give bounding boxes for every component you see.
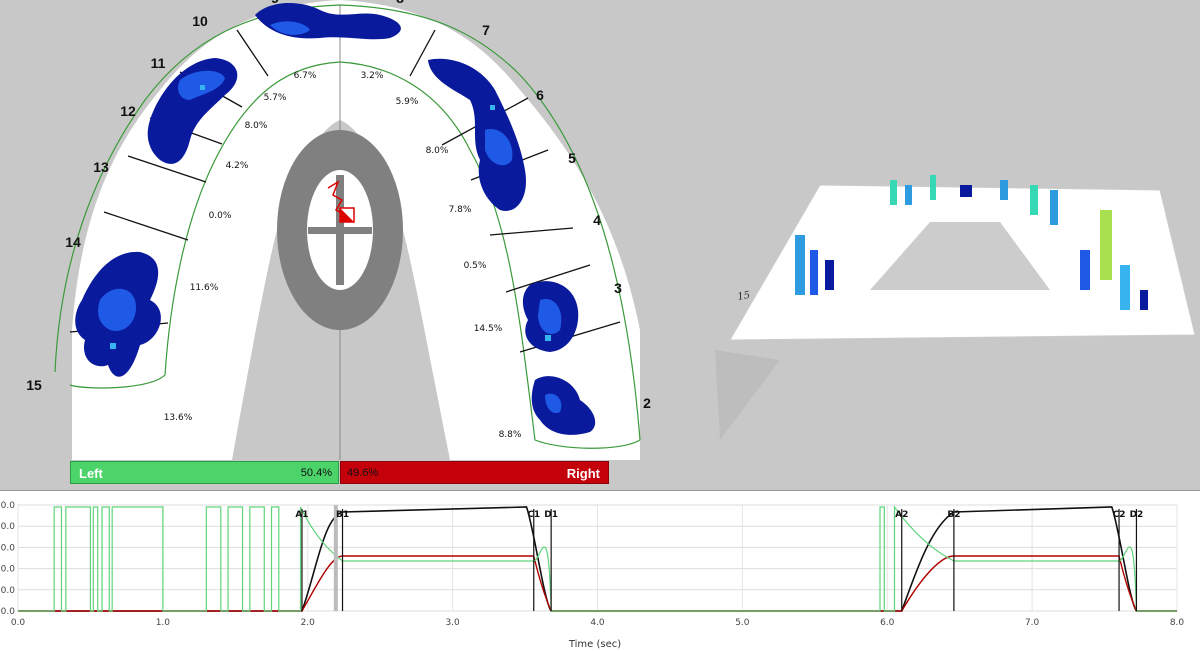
segment-percent-9: 6.7% (294, 71, 317, 81)
segment-percent-4: 0.5% (464, 261, 487, 271)
segment-percent-2: 8.8% (499, 430, 522, 440)
tooth-number-7[interactable]: 7 (482, 22, 490, 38)
event-label-d2: D2 (1130, 510, 1144, 520)
pressure-map (75, 3, 596, 435)
tooth-number-11[interactable]: 11 (151, 55, 166, 71)
tooth-number-4[interactable]: 4 (593, 212, 601, 228)
segment-percent-14: 11.6% (190, 283, 219, 293)
segment-percent-10: 5.7% (264, 93, 287, 103)
tooth-number-6[interactable]: 6 (536, 87, 544, 103)
force-trajectory (327, 180, 346, 216)
force-time-graph-panel[interactable]: 0.0 0.0 0.0 0.0 0.0 0.0 0.0 1.0 2.0 3.0 4.0 5.0 6.0… (0, 490, 1200, 652)
tooth-number-3[interactable]: 3 (614, 280, 622, 296)
tooth-number-8[interactable]: 8 (396, 0, 404, 6)
event-label-b2: B2 (947, 510, 960, 520)
left-percent: 50.4% (300, 467, 332, 479)
segment-percent-3: 14.5% (474, 324, 503, 334)
arch-inner-outline (69, 61, 641, 449)
right-percent: 49.6% (347, 467, 379, 479)
pressure-3d-view: 15 (715, 175, 1196, 440)
tooth-number-12[interactable]: 12 (120, 103, 136, 119)
dental-arch-diagram: 13.6% 11.6% 0.0% 4.2% 8.0% 5.7% 6.7% 3.2% 5.9% 8.… (26, 0, 651, 460)
event-label-c2: C2 (1113, 510, 1126, 520)
corner-label: 15 (737, 290, 751, 303)
event-label-a1: A1 (295, 510, 308, 520)
y-tick-label: 0.0 (1, 501, 16, 511)
segment-percent-5: 7.8% (449, 205, 472, 215)
segment-percent-12: 4.2% (226, 161, 249, 171)
tooth-number-13[interactable]: 13 (93, 159, 109, 175)
event-label-d1: D1 (544, 510, 558, 520)
x-tick-label: 8.0 (1170, 618, 1185, 628)
force-target (277, 130, 403, 330)
y-tick-label: 0.0 (1, 522, 16, 532)
x-tick-label: 4.0 (590, 618, 605, 628)
tooth-number-9[interactable]: 9 (271, 0, 279, 6)
y-tick-label: 0.0 (1, 565, 16, 575)
tooth-number-15[interactable]: 15 (26, 377, 42, 393)
segment-percent-15: 13.6% (164, 413, 193, 423)
left-label: Left (79, 466, 103, 481)
x-tick-label: 0.0 (11, 618, 26, 628)
pressure-columns (795, 175, 1148, 310)
x-tick-label: 2.0 (301, 618, 316, 628)
time-cursor[interactable] (333, 505, 338, 611)
x-tick-label: 3.0 (445, 618, 460, 628)
y-tick-label: 0.0 (1, 543, 16, 553)
x-tick-label: 6.0 (880, 618, 895, 628)
right-label: Right (566, 466, 600, 481)
tooth-number-2[interactable]: 2 (643, 395, 651, 411)
tooth-number-10[interactable]: 10 (192, 13, 208, 29)
tooth-number-14[interactable]: 14 (65, 234, 81, 250)
x-axis-label: Time (sec) (568, 639, 621, 650)
segment-percent-7: 5.9% (396, 97, 419, 107)
y-tick-label: 0.0 (1, 586, 16, 596)
segment-percent-13: 0.0% (209, 211, 232, 221)
segment-percent-6: 8.0% (426, 146, 449, 156)
event-label-c1: C1 (527, 510, 540, 520)
left-balance-bar: Left 50.4% (70, 461, 339, 484)
x-tick-label: 5.0 (735, 618, 750, 628)
x-tick-label: 7.0 (1025, 618, 1040, 628)
event-label-a2: A2 (895, 510, 908, 520)
segment-percent-8: 3.2% (361, 71, 384, 81)
force-time-graph[interactable]: 0.00.00.00.00.00.0 0.0 1.0 2.0 3.0 4.0 5.0 6.0… (0, 491, 1200, 652)
tooth-number-5[interactable]: 5 (568, 150, 576, 166)
event-label-b1: B1 (336, 510, 349, 520)
segment-percent-11: 8.0% (245, 121, 268, 131)
arch-view-panel: 13.6% 11.6% 0.0% 4.2% 8.0% 5.7% 6.7% 3.2% 5.9% 8.… (26, 0, 1196, 484)
right-balance-bar: 49.6% Right (340, 461, 609, 484)
x-tick-label: 1.0 (156, 618, 171, 628)
y-tick-label: 0.0 (1, 607, 16, 617)
